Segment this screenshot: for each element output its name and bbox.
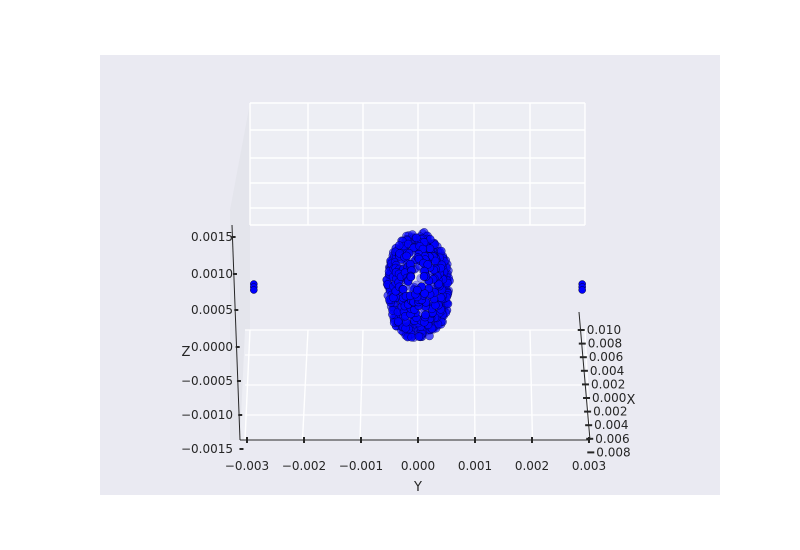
x-tick-label: 0.008	[588, 337, 622, 351]
z-tick-label: 0.0005	[191, 303, 233, 317]
y-axis-label: Y	[413, 480, 422, 495]
scatter-point	[425, 244, 435, 253]
scatter-point	[421, 310, 430, 320]
y-tick-label: 0.001	[458, 459, 492, 473]
y-tick-label: −0.001	[339, 459, 383, 473]
z-tick-label: −0.0015	[181, 442, 233, 456]
z-tick-label: −0.0010	[181, 408, 233, 422]
x-tick-label: 0.008	[596, 445, 630, 459]
z-tick-label: −0.0005	[181, 374, 233, 388]
x-tick-label: 0.010	[587, 323, 621, 337]
scatter-point	[412, 233, 421, 243]
x-tick-label: 0.006	[589, 350, 623, 364]
z-axis-label: Z	[182, 345, 191, 360]
x-tick-label: 0.004	[590, 364, 624, 378]
scatter-points	[250, 228, 586, 342]
grid-lines	[244, 102, 591, 441]
scatter-point	[393, 317, 403, 326]
z-axis-ticks: 0.0015 0.0010 0.0005 0.0000 −0.0005 −0.0010 −0…	[181, 230, 244, 456]
scatter-point	[419, 272, 429, 281]
y-tick-label: −0.002	[282, 459, 326, 473]
z-axis-line	[231, 224, 241, 441]
z-tick-label: 0.0000	[191, 340, 233, 354]
scatter-point	[436, 293, 446, 302]
y-axis-ticks: −0.003 −0.002 −0.001 0.000 0.001 0.002 0.003	[225, 437, 606, 473]
scatter-point-outlier	[578, 286, 586, 294]
scatter-point	[406, 272, 416, 282]
y-tick-label: 0.002	[515, 459, 549, 473]
x-tick-label: 0.000	[592, 391, 626, 405]
x-tick-label: 0.002	[591, 377, 625, 391]
scatter-point	[414, 332, 424, 341]
y-tick-label: −0.003	[225, 459, 269, 473]
scatter-point	[407, 333, 416, 342]
scatter-point	[413, 285, 422, 295]
y-tick-label: 0.000	[401, 459, 435, 473]
y-tick-label: 0.003	[572, 459, 606, 473]
scatter-point-outlier	[250, 286, 258, 294]
x-tick-label: 0.006	[595, 432, 629, 446]
x-axis-label: X	[627, 393, 636, 408]
z-tick-label: 0.0010	[191, 267, 233, 281]
x-axis-ticks: 0.0100.0080.0060.0040.0020.0000.0020.004…	[577, 323, 631, 459]
x-tick-label: 0.002	[593, 405, 627, 419]
x-tick-label: 0.004	[594, 418, 628, 432]
scatter-point	[402, 251, 411, 261]
x-axis-line	[578, 311, 591, 441]
z-tick-label: 0.0015	[191, 230, 233, 244]
